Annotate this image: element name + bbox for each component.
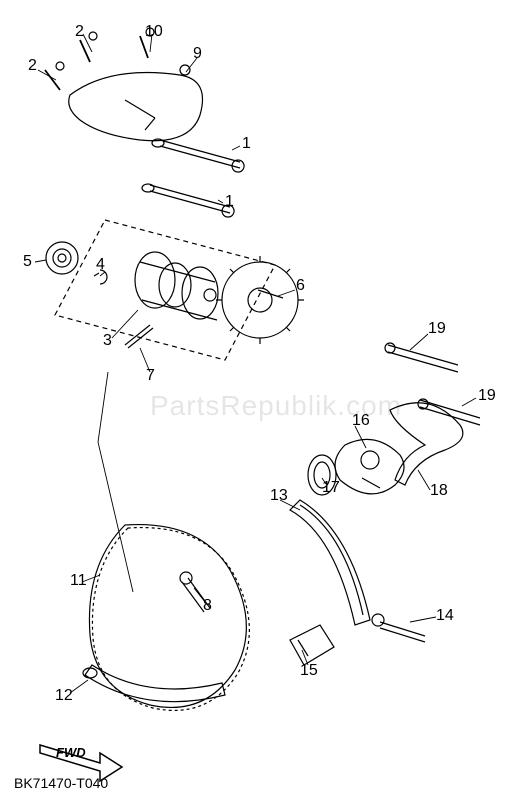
callout-2b: 2	[28, 58, 37, 74]
callout-6: 6	[296, 278, 305, 294]
callout-4: 4	[96, 257, 105, 273]
callout-5: 5	[23, 254, 32, 270]
diagram-container: 2 10 2 9 1 1 5 4 3 7 6 19 19 16 17 18 13…	[0, 0, 531, 800]
exploded-view-svg	[0, 0, 531, 800]
callout-1a: 1	[242, 136, 251, 152]
callout-10: 10	[145, 24, 163, 40]
callout-8: 8	[203, 598, 212, 614]
callout-11: 11	[70, 573, 87, 589]
callout-15: 15	[300, 663, 318, 679]
callout-7: 7	[146, 368, 155, 384]
diagram-code: BK71470-T040	[14, 775, 108, 791]
callout-9: 9	[193, 46, 202, 62]
callout-3: 3	[103, 333, 112, 349]
callout-13: 13	[270, 488, 288, 504]
callout-1b: 1	[225, 194, 234, 210]
fwd-label: FWD	[56, 746, 86, 759]
callout-2a: 2	[75, 24, 84, 40]
callout-19b: 19	[478, 388, 496, 404]
callout-14: 14	[436, 608, 454, 624]
callout-16: 16	[352, 413, 370, 429]
callout-17: 17	[322, 480, 340, 496]
callout-18: 18	[430, 483, 448, 499]
callout-19a: 19	[428, 321, 446, 337]
callout-12: 12	[55, 688, 73, 704]
